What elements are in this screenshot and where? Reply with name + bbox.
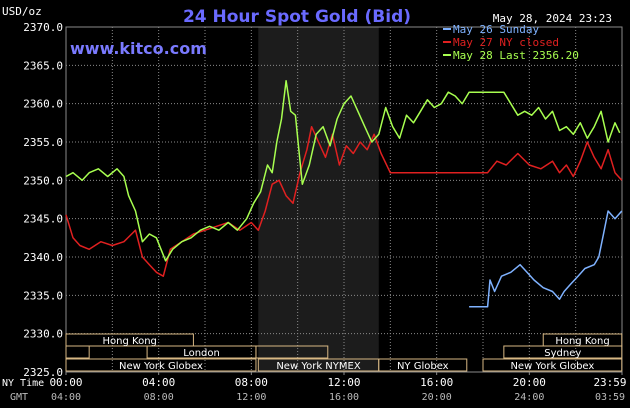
x-tick-label-ny: 12:00 — [327, 376, 360, 389]
market-session-bar — [503, 345, 623, 359]
y-tick-label: 2370.0 — [23, 21, 63, 34]
x-tick-label-gmt: 16:00 — [329, 392, 359, 403]
y-tick-label: 2355.0 — [23, 136, 63, 149]
x-row-label-ny: NY Time — [2, 378, 44, 389]
x-tick-label-ny: 08:00 — [235, 376, 268, 389]
legend-entry: May 27 NY closed — [453, 36, 559, 49]
market-session-bar — [65, 345, 90, 359]
timestamp: May 28, 2024 23:23 — [493, 12, 612, 25]
x-tick-label-gmt: 08:00 — [144, 392, 174, 403]
x-row-label-gmt: GMT — [10, 392, 28, 403]
market-session-bar — [65, 358, 257, 372]
market-session-bar — [482, 358, 623, 372]
y-tick-label: 2360.0 — [23, 98, 63, 111]
market-session-label: Hong Kong — [555, 336, 609, 347]
y-unit-label: USD/oz — [2, 5, 42, 18]
x-tick-label-ny: 16:00 — [420, 376, 453, 389]
x-tick-label-gmt: 24:00 — [514, 392, 544, 403]
series-may-28 — [65, 79, 621, 262]
y-tick-label: 2350.0 — [23, 174, 63, 187]
market-session-label: Hong Kong — [103, 336, 157, 347]
y-tick-label: 2325.0 — [23, 366, 63, 379]
nymex-session-shade — [258, 27, 379, 372]
series-may-26 — [469, 210, 623, 308]
x-tick-label-gmt: 12:00 — [236, 392, 266, 403]
market-session-label: Sydney — [544, 348, 581, 359]
x-tick-label-gmt: 03:59 — [595, 392, 625, 403]
series-may-27 — [65, 125, 623, 277]
y-tick-label: 2345.0 — [23, 213, 63, 226]
x-tick-label-ny: 20:00 — [513, 376, 546, 389]
y-tick-label: 2340.0 — [23, 251, 63, 264]
x-tick-label-ny: 23:59 — [593, 376, 626, 389]
site-watermark[interactable]: www.kitco.com — [70, 39, 207, 58]
x-tick-label-gmt: 20:00 — [422, 392, 452, 403]
y-tick-label: 2330.0 — [23, 328, 63, 341]
y-tick-label: 2335.0 — [23, 289, 63, 302]
market-session-label: London — [183, 348, 220, 359]
x-tick-label-ny: 00:00 — [49, 376, 82, 389]
market-session-bar — [65, 333, 194, 347]
x-tick-label-gmt: 04:00 — [51, 392, 81, 403]
chart-title: 24 Hour Spot Gold (Bid) — [183, 7, 411, 27]
y-tick-label: 2365.0 — [23, 59, 63, 72]
market-session-bar — [255, 345, 329, 359]
market-session-label: New York Globex — [119, 361, 203, 372]
market-session-label: New York NYMEX — [276, 361, 361, 372]
market-session-label: New York Globex — [510, 361, 594, 372]
market-session-label: NY Globex — [397, 361, 449, 372]
legend-entry: May 28 Last 2356.20 — [453, 49, 579, 62]
plot-area: 2370.0 2365.0 2360.0 2355.0 2350.0 2345.0 2340… — [2, 21, 627, 403]
legend-entry: May 26 Sunday — [453, 23, 539, 36]
market-session-bar — [378, 358, 468, 372]
x-tick-label-ny: 04:00 — [142, 376, 175, 389]
